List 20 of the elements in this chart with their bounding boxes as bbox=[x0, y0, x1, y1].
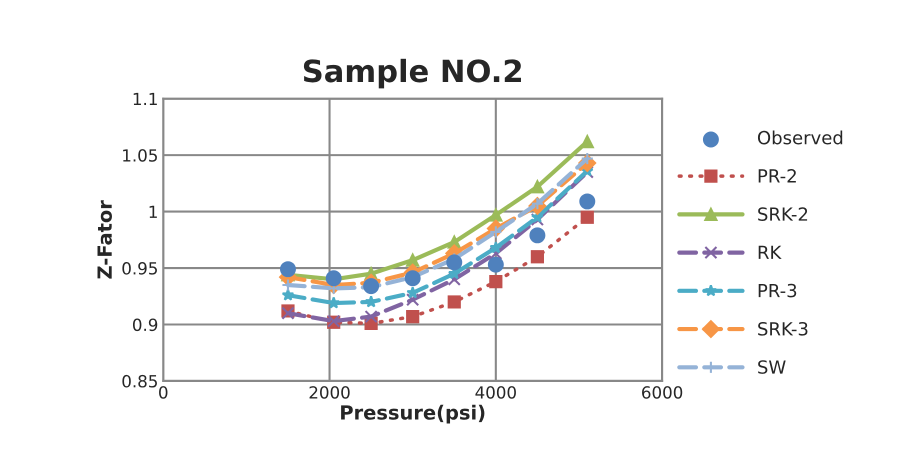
y-axis-title: Z-Fator bbox=[98, 200, 112, 279]
y-tick-label: 1 bbox=[150, 206, 157, 218]
legend-label: Observed bbox=[758, 130, 842, 144]
y-tick-label: 0.9 bbox=[132, 318, 158, 332]
legend-label: SRK-2 bbox=[758, 207, 808, 221]
y-tick-label: 1.05 bbox=[123, 149, 157, 162]
y-tick-label: 1.1 bbox=[134, 92, 157, 106]
y-tick-label: 0.95 bbox=[122, 262, 157, 275]
x-tick-label: 0 bbox=[159, 386, 168, 399]
x-tick-label: 6000 bbox=[642, 386, 682, 399]
legend-label: PR-3 bbox=[758, 284, 796, 298]
chart-title: Sample NO.2 bbox=[304, 58, 521, 88]
legend-label: RK bbox=[758, 246, 782, 259]
y-tick-label: 0.85 bbox=[122, 374, 157, 388]
x-tick-label: 4000 bbox=[475, 386, 516, 399]
legend-label: SRK-3 bbox=[758, 322, 808, 336]
x-tick-label: 2000 bbox=[310, 386, 350, 399]
legend-label: SW bbox=[758, 360, 786, 374]
x-axis-title: Pressure(psi) bbox=[341, 404, 484, 424]
legend-label: PR-2 bbox=[758, 169, 796, 182]
